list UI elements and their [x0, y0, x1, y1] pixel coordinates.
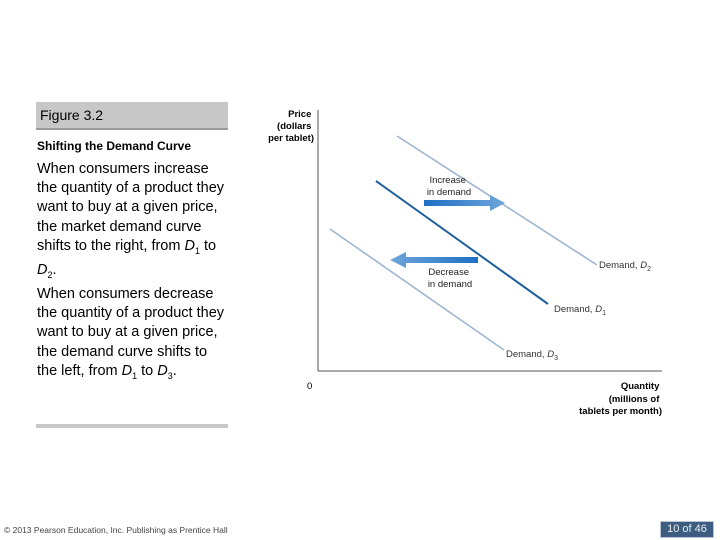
figure-label-underline	[36, 128, 228, 130]
origin-label: 0	[307, 381, 312, 392]
demand-curve-d1	[375, 180, 549, 305]
increase-arrow	[424, 195, 505, 211]
figure-bottom-bar	[36, 424, 228, 428]
annotation-increase-label: Increase in demand	[427, 175, 471, 198]
label-demand-d2: Demand, D2	[599, 260, 651, 273]
figure-label: Figure 3.2	[36, 102, 228, 129]
label-demand-d3: Demand, D3	[506, 349, 558, 362]
y-axis-label: Price (dollars per tablet)	[268, 109, 314, 144]
figure-description: When consumers increase the quantity of …	[37, 160, 227, 386]
description-decrease: When consumers decrease the quantity of …	[37, 286, 225, 381]
x-axis-label: Quantity (millions of tablets per month)	[579, 381, 662, 417]
copyright-notice: © 2013 Pearson Education, Inc. Publishin…	[4, 525, 228, 535]
label-demand-d1: Demand, D1	[554, 304, 606, 317]
decrease-arrow	[390, 252, 478, 268]
figure-subtitle: Shifting the Demand Curve	[37, 139, 192, 153]
demand-curve-d3	[329, 228, 505, 351]
slide-counter: 10 of 46	[660, 521, 714, 538]
description-increase: When consumers increase the quantity of …	[37, 161, 225, 280]
annotation-decrease-label: Decrease in demand	[428, 267, 472, 290]
